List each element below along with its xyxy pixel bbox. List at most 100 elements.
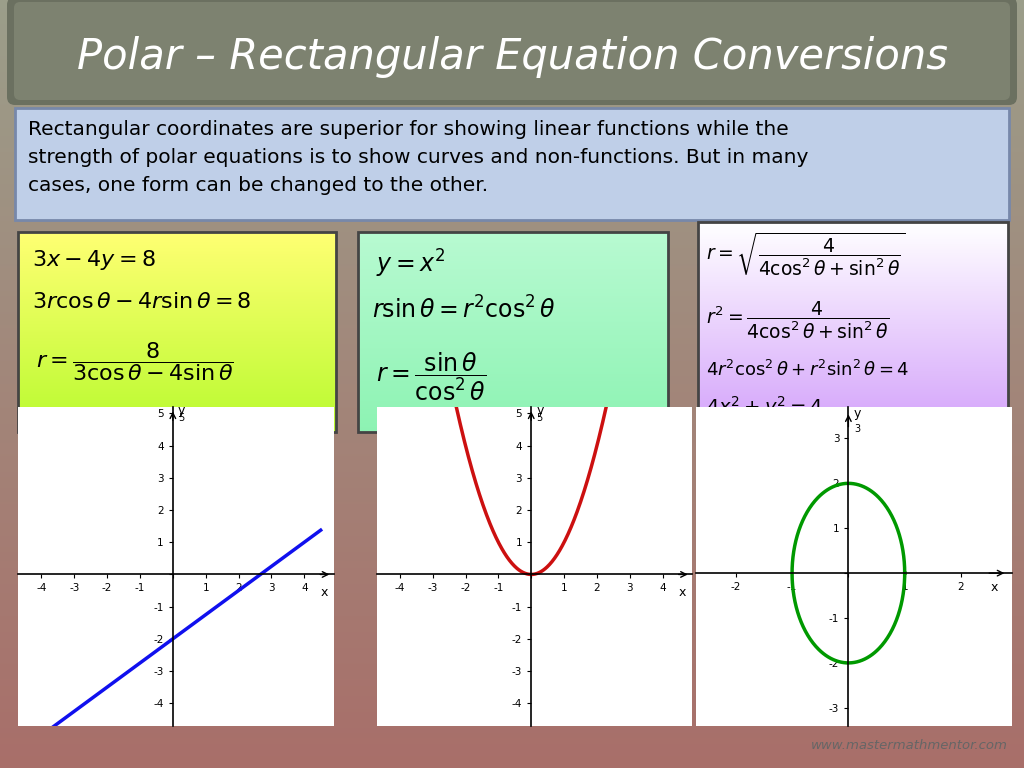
Bar [698, 252, 1008, 253]
Text: $r\sin\theta=r^2\cos^2\theta$: $r\sin\theta=r^2\cos^2\theta$ [372, 296, 556, 323]
Bar [0, 213, 1024, 214]
Bar [0, 417, 1024, 418]
Bar [358, 332, 668, 333]
Bar [0, 650, 1024, 651]
Bar [0, 165, 1024, 166]
Bar [18, 262, 336, 263]
Bar [698, 407, 1008, 409]
Bar [0, 409, 1024, 410]
Bar [0, 687, 1024, 688]
Bar [0, 124, 1024, 125]
Bar [0, 16, 1024, 17]
Bar [0, 348, 1024, 349]
Bar [0, 539, 1024, 540]
Bar [698, 224, 1008, 225]
Bar [0, 679, 1024, 680]
Bar [698, 235, 1008, 237]
Bar [0, 696, 1024, 697]
Bar [0, 716, 1024, 717]
Bar [0, 295, 1024, 296]
Bar [0, 125, 1024, 126]
Bar [0, 143, 1024, 144]
Text: x: x [991, 581, 998, 594]
Bar [0, 454, 1024, 455]
Bar [18, 391, 336, 392]
Bar [0, 146, 1024, 147]
Bar [0, 276, 1024, 277]
Bar [358, 287, 668, 288]
Bar [0, 522, 1024, 523]
Bar [0, 508, 1024, 509]
Bar [0, 432, 1024, 433]
Bar [0, 221, 1024, 222]
Bar [0, 418, 1024, 419]
Bar [0, 120, 1024, 121]
Bar [18, 321, 336, 323]
Bar [0, 534, 1024, 535]
Bar [0, 281, 1024, 282]
Bar [0, 197, 1024, 198]
Bar [0, 249, 1024, 250]
Bar [0, 574, 1024, 575]
Bar [0, 643, 1024, 644]
Bar [0, 558, 1024, 559]
Bar [0, 692, 1024, 693]
Bar [0, 427, 1024, 428]
Bar [18, 333, 336, 334]
Bar [358, 417, 668, 419]
Bar [18, 385, 336, 386]
Bar [358, 329, 668, 330]
Bar [0, 521, 1024, 522]
Bar [358, 246, 668, 247]
Bar [698, 339, 1008, 340]
Bar [358, 292, 668, 293]
Bar [18, 302, 336, 303]
Bar [0, 184, 1024, 185]
Bar [0, 255, 1024, 256]
Bar [0, 266, 1024, 267]
Bar [0, 222, 1024, 223]
Bar [18, 233, 336, 234]
Bar [0, 352, 1024, 353]
Bar [358, 425, 668, 426]
Bar [0, 492, 1024, 493]
Bar [0, 573, 1024, 574]
Bar [358, 398, 668, 399]
Bar [0, 180, 1024, 181]
Bar [0, 241, 1024, 242]
Bar [0, 707, 1024, 708]
Bar [0, 158, 1024, 159]
Bar [698, 387, 1008, 388]
Bar [0, 547, 1024, 548]
Text: $3r\cos\theta-4r\sin\theta=8$: $3r\cos\theta-4r\sin\theta=8$ [32, 292, 252, 312]
Bar [18, 387, 336, 388]
Bar [698, 280, 1008, 281]
Bar [18, 378, 336, 379]
Bar [0, 411, 1024, 412]
Bar [0, 451, 1024, 452]
Bar [0, 5, 1024, 6]
Bar [358, 320, 668, 321]
Bar [0, 367, 1024, 368]
Bar [0, 187, 1024, 188]
Bar [18, 365, 336, 366]
Bar [0, 381, 1024, 382]
Bar [0, 740, 1024, 741]
Bar [0, 442, 1024, 443]
Bar [0, 745, 1024, 746]
Bar [0, 264, 1024, 265]
Bar [698, 375, 1008, 376]
Bar [0, 394, 1024, 395]
Bar [0, 232, 1024, 233]
Bar [358, 323, 668, 324]
Bar [0, 81, 1024, 82]
Bar [0, 601, 1024, 602]
Bar [0, 644, 1024, 645]
Bar [0, 462, 1024, 463]
Bar [0, 501, 1024, 502]
Bar [18, 313, 336, 314]
Bar [0, 283, 1024, 284]
Bar [358, 383, 668, 384]
Bar [18, 354, 336, 355]
Bar [358, 356, 668, 357]
